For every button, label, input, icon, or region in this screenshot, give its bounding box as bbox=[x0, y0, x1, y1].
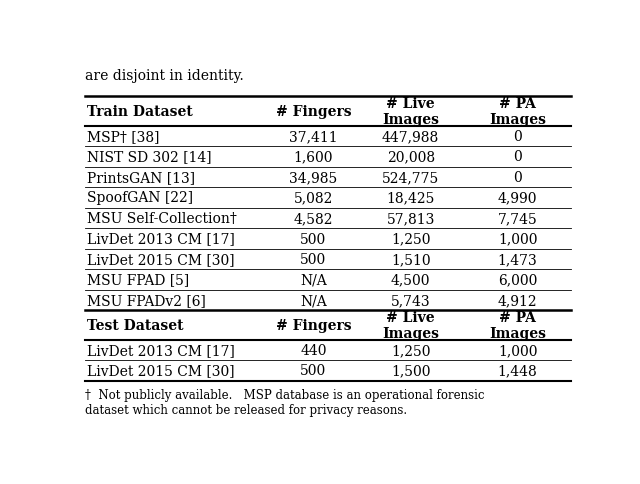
Text: NIST SD 302 [14]: NIST SD 302 [14] bbox=[88, 150, 212, 164]
Text: MSU FPADv2 [6]: MSU FPADv2 [6] bbox=[88, 293, 206, 307]
Text: MSP† [38]: MSP† [38] bbox=[88, 130, 160, 144]
Text: 0: 0 bbox=[513, 130, 522, 144]
Text: # Live
Images: # Live Images bbox=[382, 310, 439, 340]
Text: 1,510: 1,510 bbox=[391, 253, 431, 267]
Text: 1,250: 1,250 bbox=[391, 232, 430, 246]
Text: # Fingers: # Fingers bbox=[276, 318, 351, 333]
Text: # PA
Images: # PA Images bbox=[489, 310, 546, 340]
Text: 1,600: 1,600 bbox=[294, 150, 333, 164]
Text: 37,411: 37,411 bbox=[289, 130, 338, 144]
Text: # Fingers: # Fingers bbox=[276, 105, 351, 119]
Text: 500: 500 bbox=[300, 253, 326, 267]
Text: 1,500: 1,500 bbox=[391, 363, 430, 378]
Text: # Live
Images: # Live Images bbox=[382, 97, 439, 127]
Text: 5,743: 5,743 bbox=[391, 293, 431, 307]
Text: 7,745: 7,745 bbox=[498, 212, 538, 226]
Text: LivDet 2015 CM [30]: LivDet 2015 CM [30] bbox=[88, 253, 235, 267]
Text: 440: 440 bbox=[300, 343, 326, 357]
Text: 524,775: 524,775 bbox=[382, 170, 439, 184]
Text: MSU FPAD [5]: MSU FPAD [5] bbox=[88, 273, 189, 287]
Text: Test Dataset: Test Dataset bbox=[88, 318, 184, 333]
Text: LivDet 2013 CM [17]: LivDet 2013 CM [17] bbox=[88, 343, 236, 357]
Text: 5,082: 5,082 bbox=[294, 191, 333, 205]
Text: 1,250: 1,250 bbox=[391, 343, 430, 357]
Text: 1,000: 1,000 bbox=[498, 343, 538, 357]
Text: †  Not publicly available.   MSP database is an operational forensic
dataset whi: † Not publicly available. MSP database i… bbox=[85, 388, 484, 416]
Text: 6,000: 6,000 bbox=[498, 273, 537, 287]
Text: 0: 0 bbox=[513, 170, 522, 184]
Text: 4,500: 4,500 bbox=[391, 273, 430, 287]
Text: Train Dataset: Train Dataset bbox=[88, 105, 193, 119]
Text: 447,988: 447,988 bbox=[382, 130, 439, 144]
Text: 500: 500 bbox=[300, 363, 326, 378]
Text: 4,582: 4,582 bbox=[294, 212, 333, 226]
Text: 20,008: 20,008 bbox=[387, 150, 435, 164]
Text: # PA
Images: # PA Images bbox=[489, 97, 546, 127]
Text: N/A: N/A bbox=[300, 293, 327, 307]
Text: SpoofGAN [22]: SpoofGAN [22] bbox=[88, 191, 193, 205]
Text: 1,000: 1,000 bbox=[498, 232, 538, 246]
Text: LivDet 2013 CM [17]: LivDet 2013 CM [17] bbox=[88, 232, 236, 246]
Text: 500: 500 bbox=[300, 232, 326, 246]
Text: LivDet 2015 CM [30]: LivDet 2015 CM [30] bbox=[88, 363, 235, 378]
Text: 4,912: 4,912 bbox=[498, 293, 538, 307]
Text: 1,473: 1,473 bbox=[498, 253, 538, 267]
Text: 57,813: 57,813 bbox=[387, 212, 435, 226]
Text: 0: 0 bbox=[513, 150, 522, 164]
Text: 18,425: 18,425 bbox=[387, 191, 435, 205]
Text: N/A: N/A bbox=[300, 273, 327, 287]
Text: 34,985: 34,985 bbox=[289, 170, 337, 184]
Text: 1,448: 1,448 bbox=[498, 363, 538, 378]
Text: PrintsGAN [13]: PrintsGAN [13] bbox=[88, 170, 196, 184]
Text: 4,990: 4,990 bbox=[498, 191, 538, 205]
Text: MSU Self-Collection†: MSU Self-Collection† bbox=[88, 212, 237, 226]
Text: are disjoint in identity.: are disjoint in identity. bbox=[85, 69, 244, 83]
